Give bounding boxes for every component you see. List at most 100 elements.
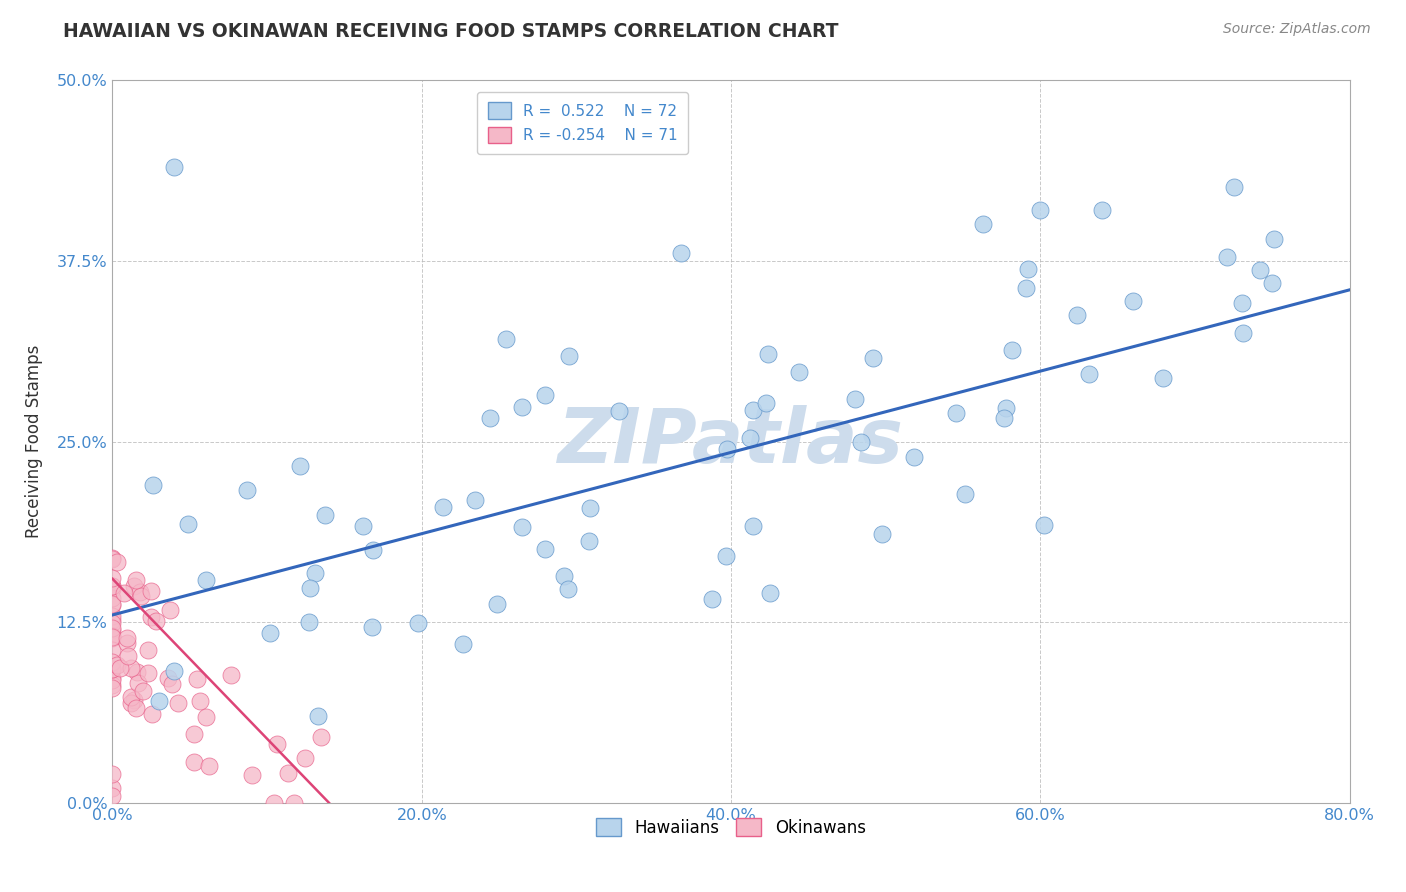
Point — [360, 620, 382, 634]
Point — [1015, 281, 1038, 295]
Point — [361, 542, 384, 557]
Point — [738, 431, 761, 445]
Point — [1222, 179, 1244, 194]
Point — [101, 678, 124, 692]
Point — [862, 351, 884, 365]
Point — [945, 406, 967, 420]
Point — [101, 671, 124, 685]
Text: Source: ZipAtlas.com: Source: ZipAtlas.com — [1223, 22, 1371, 37]
Point — [105, 555, 128, 569]
Point — [101, 591, 124, 606]
Point — [578, 534, 600, 549]
Point — [288, 459, 311, 474]
Point — [101, 673, 124, 688]
Point — [125, 665, 148, 679]
Point — [101, 579, 124, 593]
Point — [101, 781, 124, 796]
Point — [159, 603, 181, 617]
Point — [1122, 293, 1144, 308]
Point — [314, 508, 336, 522]
Point — [266, 737, 288, 751]
Point — [259, 626, 281, 640]
Point — [141, 707, 163, 722]
Point — [101, 598, 124, 612]
Point — [1017, 262, 1039, 277]
Y-axis label: Receiving Food Stamps: Receiving Food Stamps — [25, 345, 42, 538]
Point — [101, 551, 124, 566]
Point — [755, 396, 778, 410]
Point — [495, 332, 517, 346]
Point — [1077, 368, 1099, 382]
Point — [163, 160, 186, 174]
Point — [129, 584, 152, 599]
Point — [1263, 232, 1285, 246]
Point — [163, 664, 186, 678]
Point — [120, 690, 142, 704]
Point — [115, 636, 138, 650]
Point — [756, 347, 779, 361]
Point — [139, 610, 162, 624]
Point — [759, 586, 782, 600]
Point — [283, 796, 305, 810]
Point — [145, 614, 167, 628]
Point — [120, 661, 142, 675]
Point — [101, 597, 124, 611]
Point — [716, 442, 738, 456]
Point — [110, 661, 132, 675]
Point — [101, 579, 124, 593]
Point — [132, 684, 155, 698]
Point — [129, 589, 152, 603]
Point — [101, 613, 124, 627]
Point — [101, 550, 124, 565]
Point — [101, 681, 124, 695]
Point — [558, 349, 581, 363]
Point — [141, 584, 163, 599]
Point — [849, 435, 872, 450]
Point — [872, 527, 894, 541]
Point — [105, 657, 128, 672]
Point — [122, 579, 145, 593]
Point — [512, 400, 534, 414]
Point — [101, 663, 124, 677]
Point — [277, 766, 299, 780]
Point — [101, 616, 124, 631]
Point — [101, 789, 124, 803]
Point — [903, 450, 925, 464]
Point — [993, 411, 1015, 425]
Point — [844, 392, 866, 407]
Point — [510, 520, 533, 534]
Point — [183, 727, 205, 741]
Point — [406, 615, 429, 630]
Text: HAWAIIAN VS OKINAWAN RECEIVING FOOD STAMPS CORRELATION CHART: HAWAIIAN VS OKINAWAN RECEIVING FOOD STAM… — [63, 22, 839, 41]
Point — [101, 582, 124, 596]
Point — [1091, 203, 1114, 218]
Point — [115, 631, 138, 645]
Point — [236, 483, 259, 497]
Point — [101, 630, 124, 644]
Point — [298, 615, 321, 630]
Point — [1032, 518, 1054, 533]
Point — [127, 676, 149, 690]
Point — [451, 637, 474, 651]
Point — [464, 492, 486, 507]
Point — [1066, 309, 1088, 323]
Point — [294, 751, 316, 765]
Point — [138, 666, 160, 681]
Point — [141, 477, 163, 491]
Point — [700, 591, 723, 606]
Point — [101, 629, 124, 643]
Point — [741, 403, 763, 417]
Point — [101, 631, 124, 645]
Point — [1230, 295, 1253, 310]
Point — [1029, 203, 1052, 218]
Point — [101, 655, 124, 669]
Point — [485, 597, 508, 611]
Point — [186, 672, 208, 686]
Point — [263, 796, 285, 810]
Legend: Hawaiians, Okinawans: Hawaiians, Okinawans — [588, 810, 875, 845]
Point — [304, 566, 326, 581]
Point — [101, 767, 124, 781]
Point — [101, 662, 124, 676]
Point — [125, 701, 148, 715]
Point — [1215, 250, 1237, 264]
